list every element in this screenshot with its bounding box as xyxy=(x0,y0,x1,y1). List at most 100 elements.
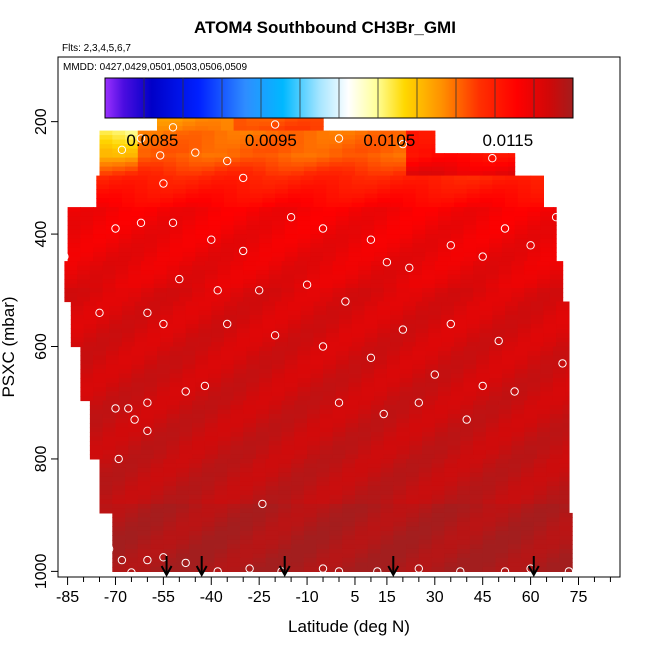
heatmap-cell xyxy=(102,279,117,285)
heatmap-cell xyxy=(192,450,206,456)
heatmap-cell xyxy=(179,405,193,411)
heatmap-cell xyxy=(386,247,401,253)
heatmap-cell xyxy=(195,382,209,388)
heatmap-cell xyxy=(252,494,267,500)
heatmap-cell xyxy=(355,499,369,505)
heatmap-cell xyxy=(211,184,225,190)
heatmap-cell xyxy=(355,494,369,500)
heatmap-cell xyxy=(335,382,350,388)
heatmap-cell xyxy=(530,180,544,186)
heatmap-cell xyxy=(150,566,164,572)
heatmap-cell xyxy=(137,548,152,554)
heatmap-cell xyxy=(374,364,388,370)
heatmap-cell xyxy=(105,396,120,402)
heatmap-cell xyxy=(307,418,321,424)
heatmap-cell xyxy=(527,220,541,226)
heatmap-cell xyxy=(259,247,273,253)
heatmap-cell xyxy=(543,306,557,312)
heatmap-cell xyxy=(310,229,324,235)
heatmap-cell xyxy=(227,458,241,464)
heatmap-cell xyxy=(332,265,346,271)
heatmap-cell xyxy=(549,279,564,285)
heatmap-cell xyxy=(396,450,410,456)
heatmap-cell xyxy=(297,378,311,384)
heatmap-cell xyxy=(240,162,254,168)
heatmap-cell xyxy=(418,166,433,172)
heatmap-cell xyxy=(256,400,270,406)
heatmap-cell xyxy=(249,175,263,181)
heatmap-cell xyxy=(291,139,305,145)
heatmap-cell xyxy=(271,360,286,366)
heatmap-cell xyxy=(67,207,81,213)
heatmap-cell xyxy=(131,373,145,379)
heatmap-cell xyxy=(390,193,404,199)
heatmap-cell xyxy=(291,485,305,491)
heatmap-cell xyxy=(406,148,420,154)
heatmap-cell xyxy=(131,229,145,235)
heatmap-cell xyxy=(377,189,391,195)
heatmap-cell xyxy=(383,274,398,280)
heatmap-cell xyxy=(431,499,445,505)
heatmap-cell xyxy=(230,292,244,298)
heatmap-cell xyxy=(163,148,177,154)
heatmap-cell xyxy=(284,346,299,352)
heatmap-cell xyxy=(441,306,455,312)
heatmap-cell xyxy=(176,171,190,177)
heatmap-cell xyxy=(406,490,420,496)
heatmap-cell xyxy=(265,467,279,473)
heatmap-cell xyxy=(214,458,228,464)
heatmap-cell xyxy=(224,175,238,181)
heatmap-cell xyxy=(271,387,286,393)
heatmap-cell xyxy=(99,162,113,168)
heatmap-cell xyxy=(163,166,177,172)
heatmap-cell xyxy=(268,454,283,460)
heatmap-cell xyxy=(297,220,311,226)
heatmap-cell xyxy=(463,387,477,393)
heatmap-cell xyxy=(319,274,334,280)
heatmap-cell xyxy=(310,207,324,213)
heatmap-cell xyxy=(109,328,123,334)
heatmap-cell xyxy=(438,382,452,388)
heatmap-cell xyxy=(291,544,305,550)
heatmap-cell xyxy=(358,274,372,280)
observation-marker xyxy=(213,567,222,576)
heatmap-cell xyxy=(454,301,468,307)
observation-marker xyxy=(117,145,127,155)
heatmap-cell xyxy=(441,175,455,181)
heatmap-cell xyxy=(99,485,113,491)
heatmap-cell xyxy=(112,526,126,532)
heatmap-cell xyxy=(176,503,190,509)
heatmap-cell xyxy=(329,463,343,469)
heatmap-cell xyxy=(173,180,187,186)
heatmap-cell xyxy=(358,265,372,271)
heatmap-cell xyxy=(316,476,330,482)
heatmap-cell xyxy=(485,297,500,303)
heatmap-cell xyxy=(160,175,174,181)
heatmap-cell xyxy=(240,463,254,469)
heatmap-cell xyxy=(105,391,120,397)
heatmap-cell xyxy=(281,288,295,294)
observation-marker xyxy=(255,286,264,295)
heatmap-cell xyxy=(150,153,164,159)
heatmap-cell xyxy=(393,135,407,141)
heatmap-cell xyxy=(425,360,439,366)
x-tick-label: -70 xyxy=(104,589,127,606)
heatmap-cell xyxy=(249,333,263,339)
heatmap-cell xyxy=(278,144,292,150)
heatmap-cell xyxy=(457,553,471,559)
heatmap-cell xyxy=(386,396,401,402)
heatmap-cell xyxy=(259,216,273,222)
heatmap-cell xyxy=(374,382,388,388)
heatmap-cell xyxy=(326,193,340,199)
heatmap-cell xyxy=(303,512,318,518)
heatmap-cell xyxy=(313,337,327,343)
heatmap-cell xyxy=(112,472,126,478)
heatmap-cell xyxy=(265,499,279,505)
heatmap-cell xyxy=(144,396,158,402)
heatmap-cell xyxy=(307,261,321,267)
heatmap-cell xyxy=(278,530,292,536)
heatmap-cell xyxy=(441,189,455,195)
heatmap-cell xyxy=(498,450,513,456)
heatmap-cell xyxy=(118,373,133,379)
heatmap-cell xyxy=(530,310,544,316)
